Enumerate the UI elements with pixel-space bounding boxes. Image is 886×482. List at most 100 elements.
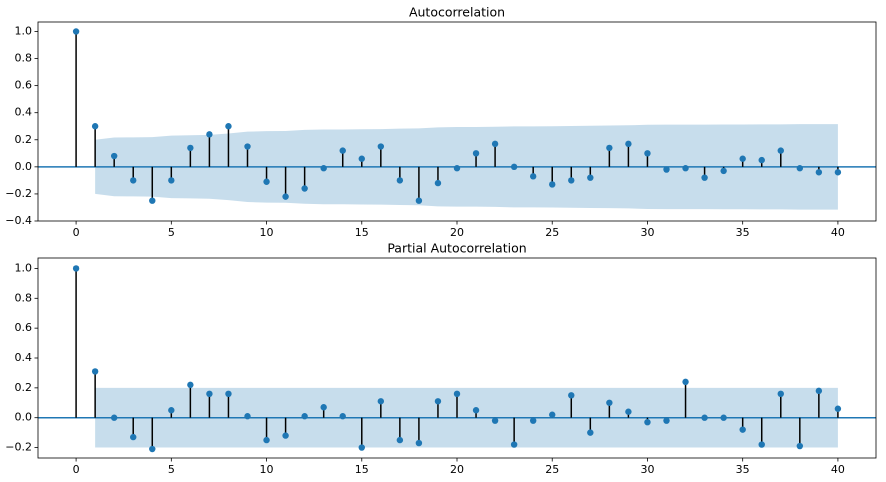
point (301, 185, 308, 192)
point (568, 177, 575, 184)
point (777, 147, 784, 154)
point (282, 432, 289, 439)
subplot: 0 5 10 15 20 25 30 35 40 −0.2 0.0 0.2 0.4 0.6 0.8 1.0 Pa… (5, 241, 877, 476)
point (606, 399, 613, 406)
point (415, 197, 423, 204)
point (720, 167, 727, 175)
point (244, 143, 251, 150)
point (396, 177, 404, 184)
point (701, 174, 708, 181)
point (739, 426, 746, 433)
point (301, 413, 308, 420)
x-tick-label: 30 (640, 463, 654, 476)
point (796, 165, 804, 172)
y-tick-label: 0.8 (15, 291, 33, 304)
point (244, 413, 251, 420)
point (168, 407, 175, 414)
point (625, 408, 632, 415)
x-tick-label: 40 (831, 463, 845, 476)
point (339, 147, 346, 154)
point (701, 414, 708, 421)
point (510, 163, 518, 171)
point (187, 381, 194, 389)
x-tick-label: 0 (73, 463, 80, 476)
point (529, 173, 537, 180)
point (644, 418, 651, 426)
point (720, 414, 727, 421)
y-tick-label: −0.4 (5, 214, 32, 227)
point (110, 152, 118, 160)
x-tick-label: 15 (355, 226, 369, 239)
point (263, 436, 270, 444)
point (834, 405, 842, 412)
point (453, 165, 461, 172)
point (491, 417, 499, 424)
y-tick-label: 0.0 (15, 411, 33, 424)
x-tick-label: 25 (545, 226, 559, 239)
point (130, 177, 137, 184)
point (206, 131, 213, 138)
point (339, 413, 346, 420)
point (377, 398, 385, 405)
point (358, 155, 365, 162)
x-tick-label: 40 (831, 226, 845, 239)
point (663, 417, 670, 424)
point (149, 197, 156, 204)
point (815, 169, 823, 176)
point (587, 174, 594, 181)
point (549, 181, 556, 188)
x-tick-label: 15 (355, 463, 369, 476)
point (72, 28, 80, 35)
plot-area (38, 258, 876, 458)
point (168, 177, 175, 184)
x-tick-label: 10 (260, 226, 274, 239)
point (149, 445, 156, 453)
point (491, 140, 499, 148)
point (91, 123, 99, 130)
point (130, 433, 137, 441)
point (187, 144, 194, 152)
point (644, 150, 651, 157)
y-tick-label: 0.4 (15, 106, 33, 119)
y-tick-label: −0.2 (5, 187, 32, 200)
point (434, 398, 442, 405)
plot-area (38, 22, 876, 221)
point (263, 178, 270, 185)
x-tick-label: 0 (73, 226, 80, 239)
x-tick-label: 20 (450, 226, 464, 239)
point (206, 390, 213, 398)
x-tick-label: 20 (450, 463, 464, 476)
point (472, 407, 480, 414)
point (815, 387, 823, 395)
point (587, 429, 594, 436)
point (72, 265, 80, 272)
point (91, 368, 99, 375)
y-tick-label: 1.0 (15, 24, 33, 37)
point (358, 444, 365, 451)
point (396, 436, 404, 444)
point (110, 414, 118, 421)
y-tick-label: 0.4 (15, 351, 33, 364)
chart-title: Autocorrelation (409, 5, 505, 20)
point (415, 439, 423, 447)
point (758, 156, 765, 164)
x-tick-label: 10 (260, 463, 274, 476)
point (682, 165, 689, 172)
point (777, 390, 784, 398)
point (377, 143, 385, 150)
x-tick-label: 5 (168, 226, 175, 239)
point (682, 378, 689, 386)
y-tick-label: 0.6 (15, 321, 33, 334)
y-tick-label: 0.8 (15, 52, 33, 65)
point (549, 411, 556, 418)
x-tick-label: 35 (736, 226, 750, 239)
point (320, 165, 327, 172)
point (225, 123, 232, 130)
point (510, 441, 518, 448)
point (663, 166, 670, 173)
point (758, 441, 765, 448)
point (472, 150, 480, 157)
chart-title: Partial Autocorrelation (387, 241, 526, 256)
